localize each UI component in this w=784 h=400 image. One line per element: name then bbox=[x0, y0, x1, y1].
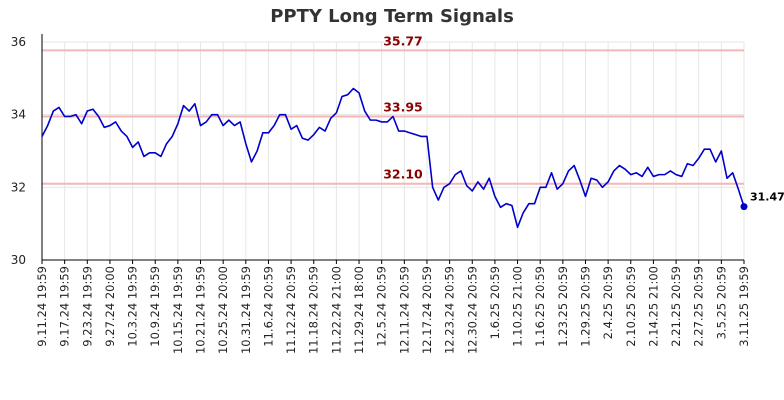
x-tick-label: 2.4.25 20:59 bbox=[601, 266, 615, 339]
axes bbox=[41, 34, 744, 261]
x-tick-label: 11.29.24 18:00 bbox=[352, 266, 366, 354]
y-tick-label: 30 bbox=[11, 253, 26, 267]
x-tick-label: 12.17.24 20:59 bbox=[420, 266, 434, 354]
x-tick-label: 9.23.24 19:59 bbox=[80, 266, 94, 347]
x-tick-label: 12.5.24 20:59 bbox=[375, 266, 389, 347]
x-tick-label: 1.16.25 20:59 bbox=[533, 266, 547, 347]
x-tick-label: 10.15.24 19:59 bbox=[171, 266, 185, 354]
x-tick-label: 10.3.24 19:59 bbox=[126, 266, 140, 347]
x-tick-label: 12.30.24 20:59 bbox=[465, 266, 479, 354]
tick-labels: 30 32 34 36 9.11.24 19:59 9.17.24 19:59 9.23.2… bbox=[11, 35, 751, 354]
x-tick-label: 10.25.24 20:00 bbox=[216, 266, 230, 354]
signal-levels: 35.77 33.95 32.10 bbox=[42, 33, 744, 185]
x-tick-label: 11.18.24 20:59 bbox=[307, 266, 321, 354]
x-tick-label: 10.21.24 19:59 bbox=[194, 266, 208, 354]
x-tick-label: 2.10.25 20:59 bbox=[624, 266, 638, 347]
x-tick-label: 10.9.24 19:59 bbox=[148, 266, 162, 347]
x-tick-label: 1.23.25 20:59 bbox=[556, 266, 570, 347]
last-value-label: 31.47 bbox=[750, 191, 784, 204]
level-label: 33.95 bbox=[383, 99, 423, 114]
grid bbox=[41, 41, 745, 261]
x-tick-label: 12.23.24 20:59 bbox=[443, 266, 457, 354]
x-tick-label: 1.6.25 20:59 bbox=[488, 266, 502, 339]
x-tick-label: 11.6.24 20:59 bbox=[261, 266, 275, 347]
y-tick-label: 32 bbox=[11, 180, 26, 194]
last-point-marker bbox=[740, 203, 748, 211]
x-tick-label: 1.10.25 21:00 bbox=[511, 266, 525, 347]
level-label: 35.77 bbox=[383, 33, 423, 48]
chart-title: PPTY Long Term Signals bbox=[270, 6, 514, 27]
x-tick-label: 3.5.25 20:59 bbox=[714, 266, 728, 339]
x-tick-label: 11.22.24 21:00 bbox=[329, 266, 343, 354]
y-tick-label: 34 bbox=[11, 108, 26, 122]
x-tick-label: 9.27.24 20:00 bbox=[103, 266, 117, 347]
series-line bbox=[41, 87, 745, 229]
price-series: 31.47 bbox=[41, 87, 784, 229]
x-tick-label: 10.31.24 19:59 bbox=[239, 266, 253, 354]
x-tick-label: 1.29.25 20:59 bbox=[578, 266, 592, 347]
x-tick-label: 2.14.25 21:00 bbox=[646, 266, 660, 347]
level-label: 32.10 bbox=[383, 167, 423, 182]
y-tick-label: 36 bbox=[11, 35, 26, 49]
x-tick-label: 2.21.25 20:59 bbox=[669, 266, 683, 347]
x-tick-label: 11.12.24 20:59 bbox=[284, 266, 298, 354]
x-tick-label: 3.11.25 19:59 bbox=[737, 266, 751, 347]
x-tick-label: 9.11.24 19:59 bbox=[35, 266, 49, 347]
x-tick-label: 12.11.24 20:59 bbox=[397, 266, 411, 354]
x-tick-label: 2.27.25 20:59 bbox=[692, 266, 706, 347]
x-tick-label: 9.17.24 19:59 bbox=[58, 266, 72, 347]
